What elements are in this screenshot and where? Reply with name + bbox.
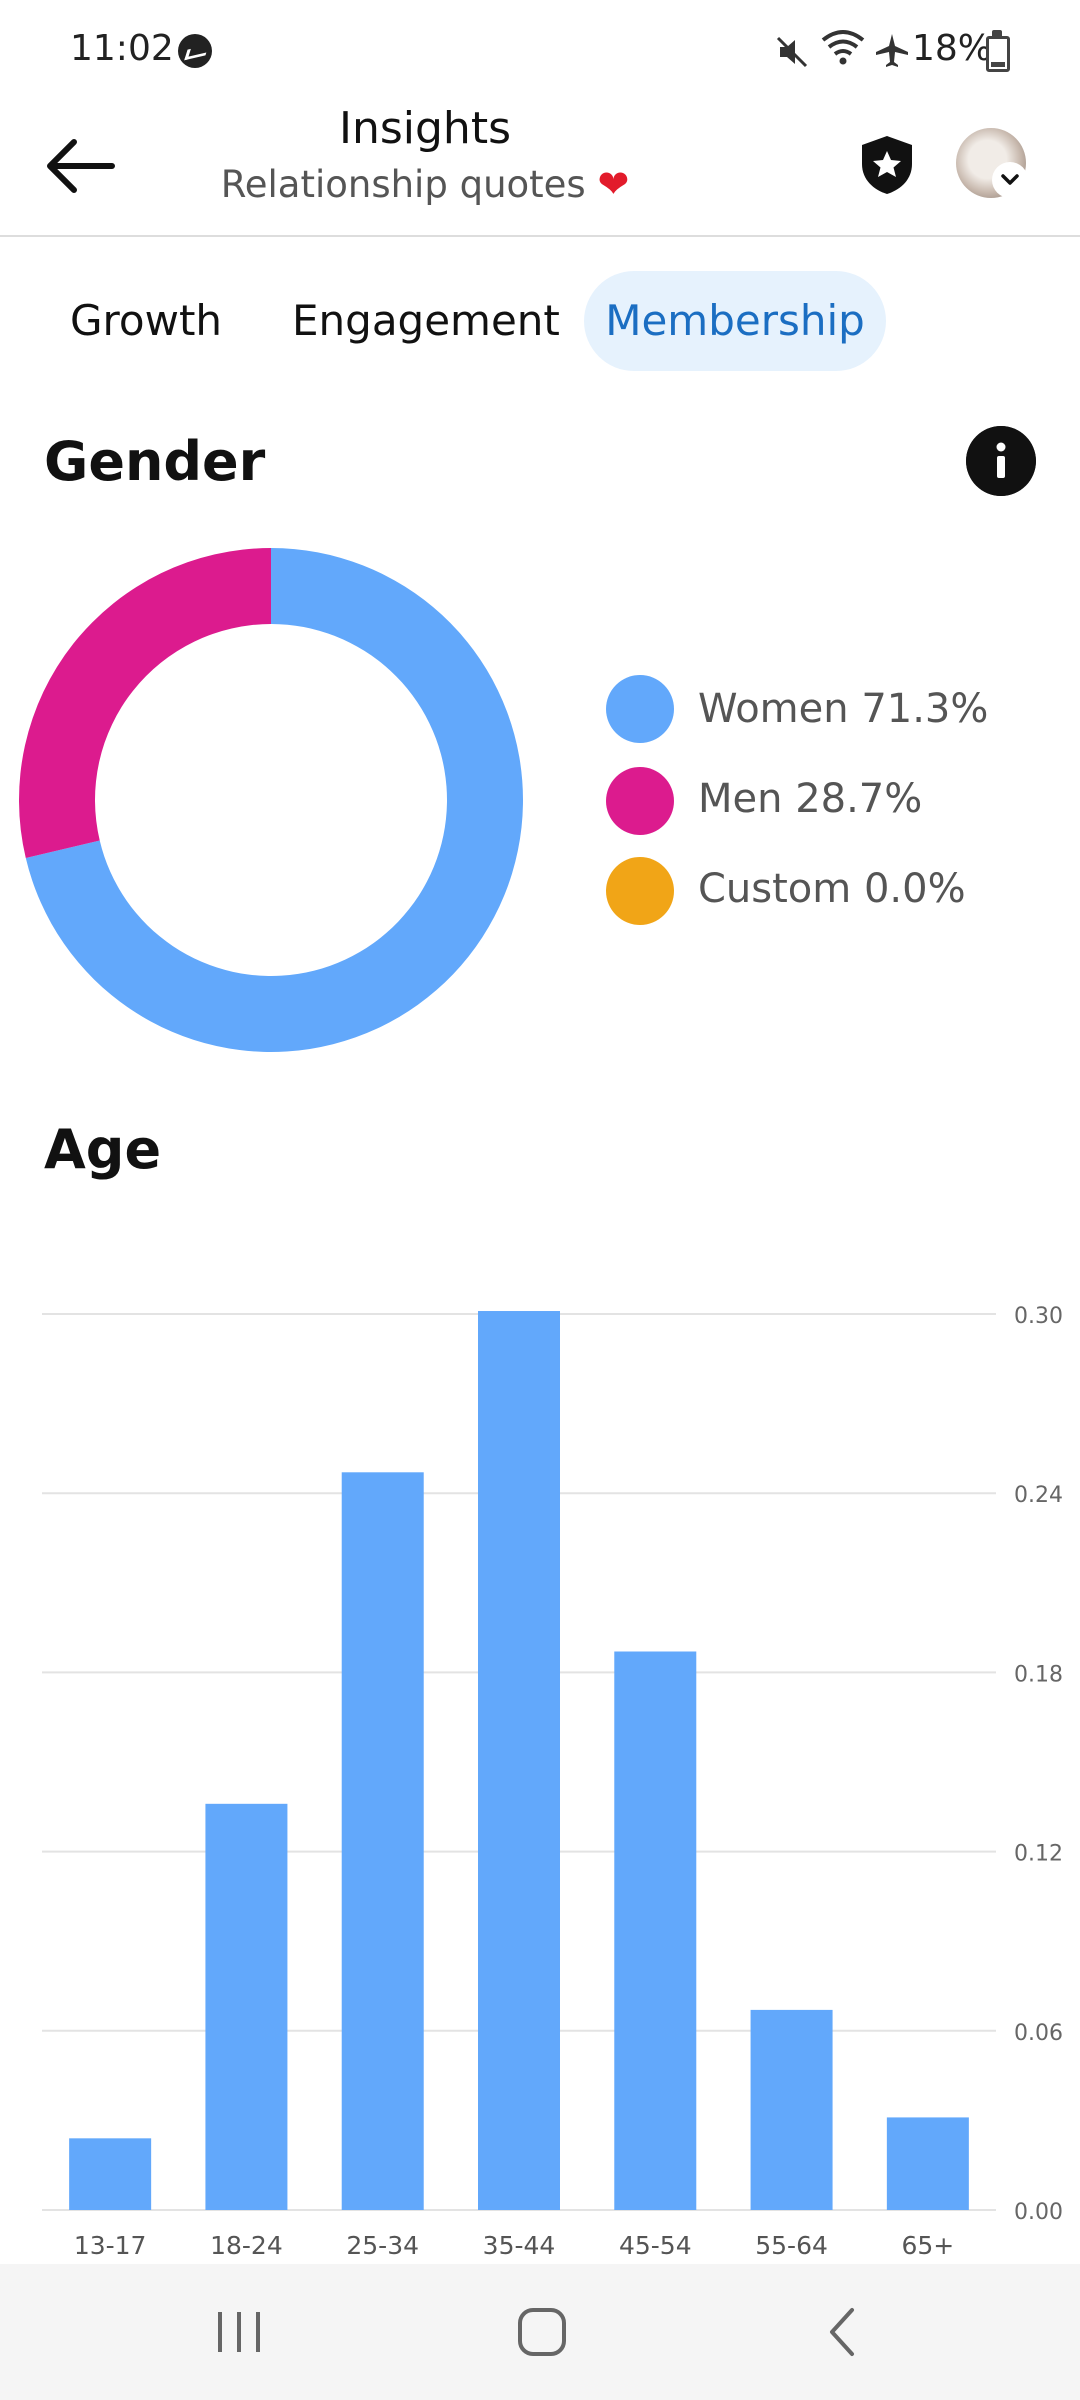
- airplane-mode-icon: [876, 34, 908, 67]
- y-tick-label: 0.30: [1014, 1304, 1063, 1329]
- x-tick-label: 25-34: [346, 2231, 419, 2260]
- x-tick-label: 13-17: [74, 2231, 147, 2260]
- age-heading: Age: [44, 1118, 162, 1181]
- messenger-icon: [178, 34, 212, 68]
- battery-percentage: 18%: [912, 28, 993, 69]
- status-time: 11:02: [70, 28, 174, 69]
- gender-donut-chart: [18, 548, 523, 1052]
- legend-label-women: Women 71.3%: [698, 686, 989, 732]
- battery-icon: [986, 36, 1010, 72]
- age-bar-25-34: [341, 1472, 424, 2210]
- tab-engagement[interactable]: Engagement: [292, 296, 560, 345]
- donut-slice-women: [25, 548, 523, 1052]
- age-bar-65+: [886, 2117, 969, 2210]
- age-bar-18-24: [205, 1803, 288, 2210]
- x-tick-label: 35-44: [483, 2231, 556, 2260]
- back-arrow-icon[interactable]: [42, 126, 122, 206]
- tab-membership[interactable]: Membership: [584, 271, 886, 371]
- header-divider: [0, 235, 1080, 237]
- age-bar-55-64: [750, 2009, 833, 2210]
- age-bar-35-44: [478, 1311, 560, 2210]
- age-bar-13-17: [69, 2138, 152, 2210]
- admin-shield-icon[interactable]: [858, 134, 916, 196]
- x-tick-label: 45-54: [619, 2231, 692, 2260]
- system-nav-bar: [0, 2264, 1080, 2400]
- legend-label-custom: Custom 0.0%: [698, 866, 966, 912]
- y-tick-label: 0.06: [1014, 2021, 1063, 2046]
- info-icon[interactable]: [966, 426, 1036, 496]
- x-tick-label: 65+: [901, 2231, 954, 2260]
- status-bar: 11:02 18%: [0, 0, 1080, 100]
- y-tick-label: 0.24: [1014, 1483, 1063, 1508]
- age-bar-45-54: [614, 1651, 697, 2210]
- recent-apps-icon[interactable]: [214, 2304, 264, 2360]
- mute-icon: [776, 36, 808, 68]
- x-tick-label: 18-24: [210, 2231, 283, 2260]
- home-icon[interactable]: [514, 2304, 570, 2360]
- wifi-icon: [821, 30, 865, 65]
- legend-dot-women: [606, 675, 674, 743]
- donut-slice-men: [18, 548, 271, 859]
- legend-dot-men: [606, 767, 674, 835]
- x-tick-label: 55-64: [755, 2231, 828, 2260]
- age-bar-chart: 0.00 0.06 0.12 0.18 0.24 0.30 13-17 18-24 25-34 3…: [42, 1304, 1063, 2260]
- chevron-down-icon[interactable]: [994, 164, 1026, 196]
- y-tick-label: 0.00: [1014, 2200, 1063, 2225]
- group-name-text: Relationship quotes: [220, 163, 586, 206]
- gender-heading: Gender: [44, 430, 266, 493]
- tab-growth[interactable]: Growth: [70, 296, 223, 345]
- group-name: Relationship quotes ❤: [200, 162, 650, 206]
- legend-label-men: Men 28.7%: [698, 776, 923, 822]
- system-back-icon[interactable]: [822, 2304, 862, 2360]
- heart-icon: ❤: [597, 162, 630, 206]
- y-tick-label: 0.18: [1014, 1662, 1063, 1687]
- legend-dot-custom: [606, 857, 674, 925]
- battery-icon-cap: [992, 30, 1002, 36]
- page-title: Insights: [338, 103, 511, 154]
- y-tick-label: 0.12: [1014, 1842, 1063, 1867]
